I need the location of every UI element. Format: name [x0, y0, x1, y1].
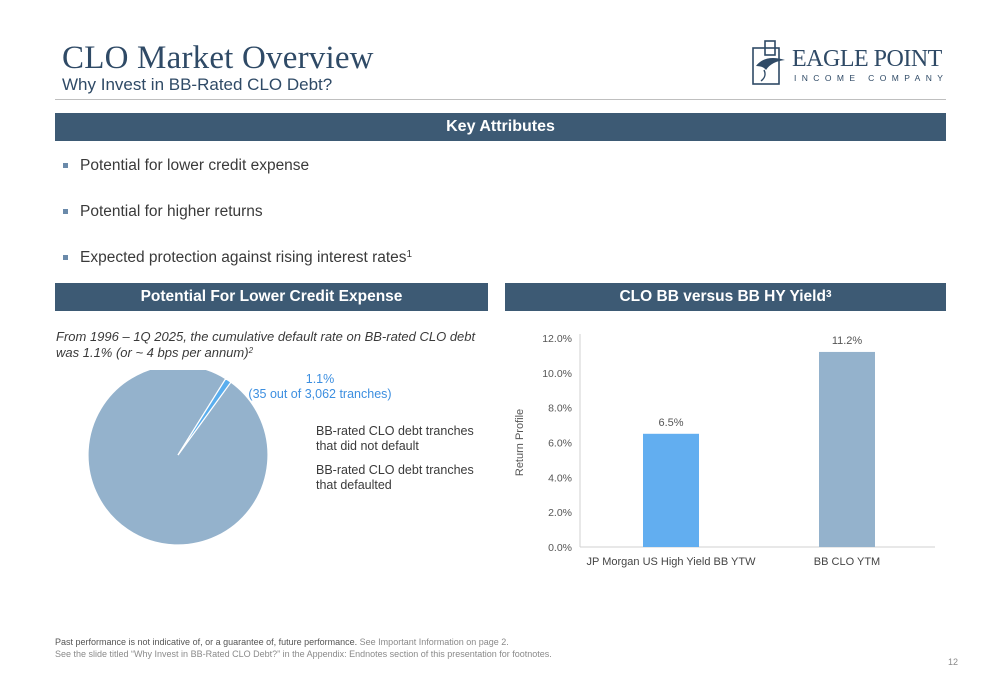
footnote-ref: 1 [406, 249, 413, 260]
list-item: Potential for higher returns [62, 202, 412, 248]
company-logo: EAGLE POINT INCOME COMPANY [752, 40, 952, 90]
default-rate-note: From 1996 – 1Q 2025, the cumulative defa… [56, 329, 476, 361]
pie-slice-not-defaulted [87, 370, 269, 546]
bar-hy-bb-ytw [643, 433, 699, 547]
logo-wordmark: EAGLE POINT [792, 46, 942, 72]
bullet-text: Expected protection against rising inter… [80, 249, 407, 266]
credit-expense-heading: Potential For Lower Credit Expense [55, 283, 488, 311]
credit-expense-heading-text: Potential For Lower Credit Expense [140, 288, 403, 305]
bar-value-label: 11.2% [832, 335, 863, 347]
page-subtitle: Why Invest in BB-Rated CLO Debt? [62, 75, 333, 94]
yield-chart-heading: CLO BB versus BB HY Yield3 [505, 283, 946, 311]
default-pie-chart [87, 370, 269, 546]
yield-bar-chart: 0.0% 2.0% 4.0% 6.0% 8.0% 10.0% 12.0% Return Pro… [514, 333, 935, 568]
x-category-label: JP Morgan US High Yield BB YTW [587, 556, 757, 568]
key-attributes-heading: Key Attributes [55, 113, 946, 141]
pie-default-detail: (35 out of 3,062 tranches) [248, 387, 392, 401]
key-attributes-list: Potential for lower credit expense Poten… [62, 156, 412, 294]
y-tick-label: 10.0% [542, 368, 572, 380]
y-tick-label: 0.0% [548, 542, 572, 554]
y-tick-label: 6.0% [548, 438, 572, 450]
bar-bb-clo-ytm [819, 351, 875, 547]
y-tick-label: 2.0% [548, 507, 572, 519]
x-category-label: BB CLO YTM [814, 556, 880, 568]
page-title: CLO Market Overview [62, 40, 374, 76]
list-item: Expected protection against rising inter… [62, 248, 412, 294]
logo-tagline: INCOME COMPANY [794, 73, 949, 83]
footer-disclaimer: Past performance is not indicative of, o… [55, 637, 509, 647]
y-tick-label: 12.0% [542, 333, 572, 345]
footnote-ref: 2 [248, 346, 254, 355]
footnote-ref: 3 [825, 289, 832, 300]
page-number: 12 [948, 657, 959, 667]
eagle-logo-icon [752, 40, 785, 85]
bar-value-label: 6.5% [658, 417, 683, 429]
footer-endnotes: See the slide titled “Why Invest in BB-R… [55, 649, 552, 659]
header-divider [55, 99, 946, 100]
legend-entry-not-defaulted: BB-rated CLO debt tranches that did not … [316, 424, 474, 453]
y-axis-label: Return Profile [514, 409, 526, 476]
disclaimer-rest: See Important Information on page 2. [357, 637, 509, 647]
disclaimer-bold: Past performance is not indicative of, o… [55, 637, 358, 647]
default-rate-note-text: From 1996 – 1Q 2025, the cumulative defa… [56, 329, 476, 360]
pie-default-callout: 1.1% (35 out of 3,062 tranches) [235, 372, 405, 402]
bullet-text: Potential for lower credit expense [80, 157, 310, 174]
pie-default-pct: 1.1% [305, 372, 335, 386]
bullet-text: Potential for higher returns [80, 203, 263, 220]
y-tick-label: 4.0% [548, 472, 572, 484]
yield-chart-heading-text: CLO BB versus BB HY Yield [619, 288, 826, 305]
legend-entry-defaulted: BB-rated CLO debt tranches that defaulte… [316, 463, 474, 492]
y-tick-label: 8.0% [548, 403, 572, 415]
pie-slice-defaulted [177, 377, 232, 456]
list-item: Potential for lower credit expense [62, 156, 412, 202]
